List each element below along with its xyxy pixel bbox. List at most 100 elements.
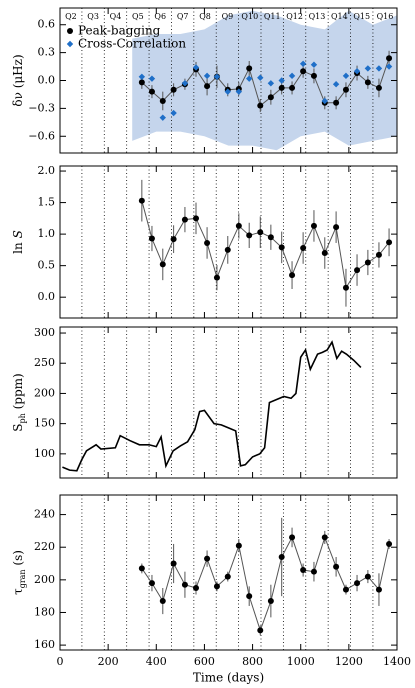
marker bbox=[192, 64, 200, 71]
marker bbox=[299, 60, 307, 67]
marker bbox=[159, 97, 166, 104]
marker bbox=[332, 81, 340, 88]
marker bbox=[289, 534, 296, 541]
marker bbox=[246, 232, 253, 239]
y-tick-label: 0.5 bbox=[38, 259, 56, 272]
quarter-label: Q12 bbox=[286, 12, 303, 21]
marker bbox=[342, 284, 349, 291]
quarter-label: Q5 bbox=[132, 12, 144, 21]
marker bbox=[224, 246, 231, 253]
y-label-part: δν (μHz) bbox=[11, 54, 25, 106]
quarter-label: Q16 bbox=[377, 12, 394, 21]
marker bbox=[375, 586, 382, 593]
marker bbox=[213, 73, 221, 80]
marker bbox=[385, 63, 393, 70]
marker bbox=[375, 65, 383, 72]
panel: 160 180 200 220 240 0 200 400 600 800 1000 1200 1400… bbox=[11, 494, 411, 685]
series-line bbox=[141, 535, 390, 632]
quarter-label: Q15 bbox=[353, 12, 370, 21]
marker bbox=[353, 68, 361, 75]
marker bbox=[386, 540, 393, 547]
marker bbox=[267, 234, 274, 241]
marker bbox=[364, 573, 371, 580]
marker bbox=[148, 75, 156, 82]
marker bbox=[321, 534, 328, 541]
marker bbox=[148, 580, 155, 587]
marker bbox=[224, 573, 231, 580]
marker bbox=[204, 239, 211, 246]
y-tick-label: 220 bbox=[34, 540, 55, 553]
x-tick-label: 400 bbox=[146, 655, 167, 668]
marker bbox=[278, 554, 285, 560]
quarter-label: Q9 bbox=[222, 12, 234, 21]
series-line bbox=[141, 200, 390, 290]
marker bbox=[310, 568, 317, 575]
marker bbox=[246, 65, 253, 72]
marker bbox=[257, 229, 264, 236]
y-label-part: ln bbox=[11, 238, 25, 253]
marker bbox=[342, 586, 349, 593]
marker bbox=[235, 222, 242, 229]
y-label-part: gran bbox=[18, 569, 27, 588]
marker bbox=[386, 55, 393, 62]
quarter-label: Q10 bbox=[241, 12, 258, 21]
axes-frame bbox=[59, 165, 398, 319]
marker bbox=[289, 84, 296, 91]
marker bbox=[375, 251, 382, 258]
marker bbox=[288, 72, 296, 80]
marker bbox=[170, 236, 177, 243]
y-tick-label: 160 bbox=[34, 638, 55, 651]
marker bbox=[333, 563, 340, 570]
y-tick-label: 200 bbox=[34, 573, 55, 586]
marker bbox=[181, 216, 188, 223]
marker bbox=[148, 88, 155, 95]
marker bbox=[235, 88, 243, 95]
marker bbox=[246, 593, 253, 600]
y-tick-label: 150 bbox=[34, 417, 55, 430]
marker bbox=[386, 239, 393, 246]
marker bbox=[278, 244, 285, 251]
marker bbox=[333, 99, 340, 106]
x-tick-label: 1200 bbox=[335, 655, 363, 668]
y-tick-label: 0.0 bbox=[38, 290, 56, 303]
panel: Q2 Q3 Q4 Q5 Q6 Q7 Q8 Q9 Q10 Q11 Q12 Q13 Q14 Q15 Q16 −0.… bbox=[11, 7, 398, 154]
panel: 100 150 200 250 300 Sph (ppm) bbox=[11, 326, 398, 479]
y-tick-label: 0.6 bbox=[38, 18, 56, 31]
legend-label: Peak-bagging bbox=[78, 24, 161, 38]
marker bbox=[138, 197, 145, 204]
marker bbox=[159, 261, 166, 268]
marker bbox=[354, 267, 361, 274]
marker bbox=[159, 598, 166, 605]
marker bbox=[193, 215, 200, 222]
quarter-label: Q8 bbox=[199, 12, 211, 21]
marker bbox=[224, 88, 231, 95]
quarter-label: Q6 bbox=[154, 12, 166, 21]
marker bbox=[267, 80, 275, 87]
marker bbox=[257, 74, 264, 81]
band bbox=[132, 10, 397, 151]
panel: 0.0 0.5 1.0 1.5 2.0 ln S bbox=[11, 164, 398, 319]
marker bbox=[138, 565, 145, 572]
y-tick-label: 180 bbox=[34, 605, 55, 618]
marker bbox=[267, 94, 274, 101]
marker bbox=[354, 580, 361, 587]
y-tick-label: 100 bbox=[34, 447, 55, 460]
marker bbox=[181, 80, 189, 87]
y-tick-label: 300 bbox=[34, 326, 55, 339]
y-tick-label: 0.0 bbox=[38, 74, 56, 87]
marker bbox=[257, 627, 264, 634]
quarter-label: Q7 bbox=[177, 12, 189, 21]
axes-frame bbox=[59, 326, 398, 479]
y-tick-label: 240 bbox=[34, 508, 55, 521]
quarter-label: Q13 bbox=[309, 12, 326, 21]
y-label-part: S bbox=[11, 230, 25, 238]
marker bbox=[342, 86, 349, 93]
y-label-part: (s) bbox=[11, 550, 25, 569]
marker bbox=[278, 77, 285, 84]
marker bbox=[300, 244, 307, 251]
marker bbox=[310, 61, 318, 68]
y-tick-label: −0.3 bbox=[28, 101, 55, 114]
y-tick-label: 2.0 bbox=[38, 164, 56, 177]
quarter-label: Q3 bbox=[87, 12, 99, 21]
